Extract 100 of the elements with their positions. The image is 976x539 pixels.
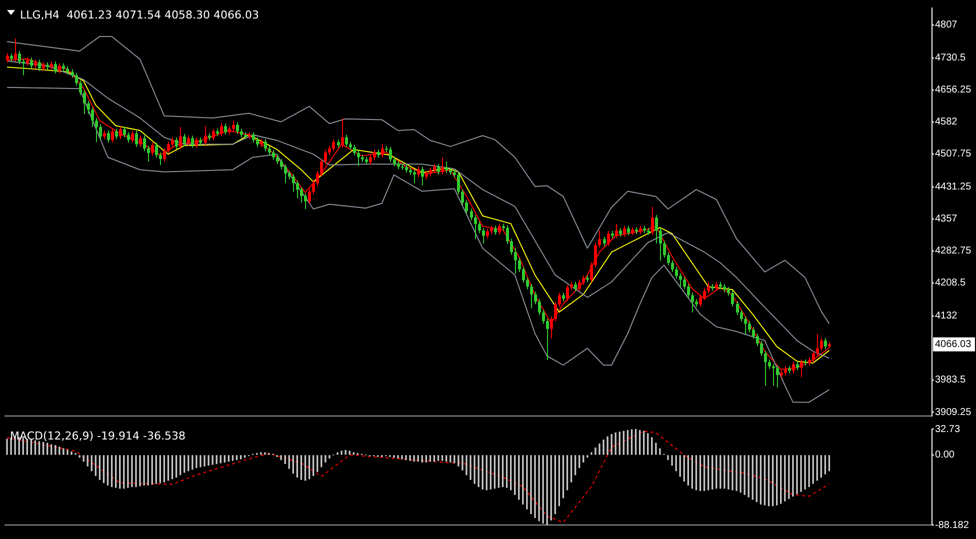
candlestick (667, 252, 670, 266)
candlestick (514, 247, 517, 274)
candlestick (276, 154, 279, 165)
candlestick (332, 139, 335, 152)
candlestick (465, 199, 468, 214)
candlestick (590, 262, 593, 283)
candlestick (75, 72, 78, 86)
candlestick (445, 161, 448, 174)
candlestick (308, 188, 311, 204)
candlestick (147, 146, 150, 162)
candlestick (478, 220, 481, 234)
candlestick (687, 284, 690, 298)
candlestick (312, 180, 315, 195)
candlestick (87, 100, 90, 115)
candlestick (578, 279, 581, 292)
candlestick (417, 166, 420, 178)
candlestick (191, 135, 194, 148)
candlestick (300, 186, 303, 204)
candlestick (175, 136, 178, 150)
candlestick (486, 228, 489, 239)
candlestick (159, 152, 162, 166)
candlestick (316, 170, 319, 186)
candlestick (522, 266, 525, 284)
candlestick (715, 281, 718, 292)
candlestick (328, 146, 331, 156)
candlestick (655, 214, 658, 244)
y-tick-label: 4730.5 (935, 52, 966, 64)
candlestick (345, 134, 348, 148)
candlestick (179, 126, 182, 150)
candlestick (748, 320, 751, 333)
candlestick (603, 236, 606, 247)
candlestick (341, 118, 344, 148)
candlestick (457, 172, 460, 195)
candlestick (764, 350, 767, 386)
candlestick (99, 124, 102, 140)
candlestick (510, 238, 513, 256)
candlestick (752, 326, 755, 340)
candlestick (768, 359, 771, 370)
candlestick (550, 316, 553, 339)
candlestick (195, 136, 198, 148)
candlestick (824, 337, 827, 350)
candlestick (554, 301, 557, 322)
candlestick (623, 225, 626, 238)
candlestick (320, 158, 323, 177)
candlestick (95, 117, 98, 143)
candlestick (381, 144, 384, 158)
candlestick (127, 132, 130, 144)
y-tick-label: 3909.25 (935, 406, 972, 418)
candlestick (756, 333, 759, 347)
candlestick (232, 120, 235, 132)
candlestick (526, 277, 529, 290)
candlestick (683, 276, 686, 290)
y-tick-label: 4656.25 (935, 84, 972, 96)
candlestick (369, 154, 372, 166)
candlestick (413, 169, 416, 184)
y-tick-label: 4507.75 (935, 148, 972, 160)
candlestick (538, 298, 541, 316)
candlestick (651, 206, 654, 236)
line-series (6, 430, 830, 523)
candlestick (699, 294, 702, 308)
candlestick (30, 57, 33, 69)
candlestick (268, 146, 271, 156)
candlestick (123, 126, 126, 138)
candlestick (582, 274, 585, 286)
candlestick (280, 158, 283, 170)
candlestick (296, 180, 299, 199)
y-tick-label: 0.00 (935, 450, 955, 461)
y-tick-label: 32.73 (935, 424, 960, 435)
candlestick (373, 148, 376, 160)
candlestick (566, 284, 569, 302)
candlestick (474, 214, 477, 240)
candlestick (135, 130, 138, 148)
candlestick (441, 156, 444, 175)
y-tick-label: 4357 (935, 214, 958, 225)
candlestick (574, 281, 577, 292)
candlestick (534, 291, 537, 305)
candlestick (615, 224, 618, 239)
candlestick (83, 89, 86, 115)
candlestick (115, 128, 118, 140)
candlestick (264, 138, 267, 152)
candlestick (820, 337, 823, 352)
candlestick (284, 164, 287, 184)
candlestick (163, 148, 166, 162)
candlestick (79, 80, 82, 96)
candlestick (518, 257, 521, 272)
candlestick (58, 62, 61, 74)
candlestick (760, 340, 763, 357)
candlestick (437, 164, 440, 175)
candlestick (659, 227, 662, 262)
y-tick-label: 4431.25 (935, 182, 972, 193)
candlestick (357, 150, 360, 166)
candlestick (744, 316, 747, 335)
y-tick-label: 4282.75 (935, 246, 972, 257)
candlestick (482, 227, 485, 244)
candlestick (498, 223, 501, 236)
candlestick (558, 292, 561, 308)
candlestick (389, 146, 392, 162)
candlestick (252, 132, 255, 144)
candlestick (776, 365, 779, 388)
candlestick (212, 128, 215, 141)
